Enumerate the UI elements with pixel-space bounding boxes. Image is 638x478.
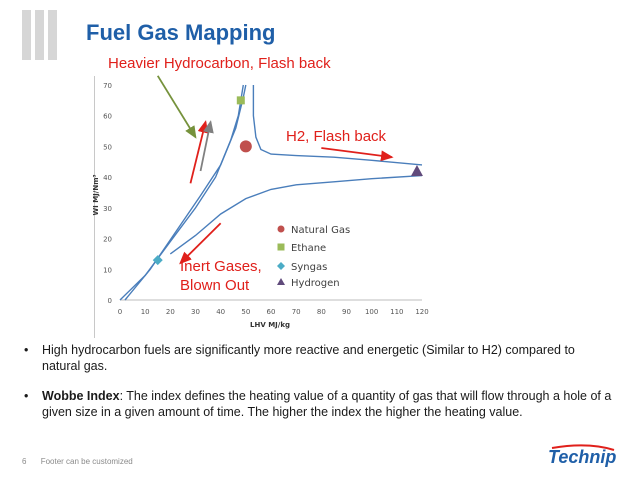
data-point [236, 96, 245, 105]
logo-wordmark: Technip [548, 447, 617, 467]
points-layer [152, 96, 423, 266]
x-tick-label: 50 [241, 308, 250, 316]
x-tick-label: 10 [141, 308, 150, 316]
annotation-blown-out: Blown Out [180, 277, 250, 294]
page-number: 6 [22, 457, 27, 466]
x-tick-label: 60 [267, 308, 276, 316]
legend-marker-ethane [277, 243, 285, 251]
legend-marker-hydrogen [277, 278, 285, 285]
x-tick-label: 20 [166, 308, 175, 316]
bullet-dot: • [24, 389, 29, 403]
x-tick-label: 30 [191, 308, 200, 316]
decorative-bar [22, 10, 31, 60]
x-axis-label: LHV MJ/kg [250, 321, 290, 329]
bullet-term: Wobbe Index [42, 389, 120, 403]
trend-arrow [321, 147, 394, 162]
legend-label-natural-gas: Natural Gas [291, 225, 350, 236]
bullet-text: : The index defines the heating value of… [42, 389, 612, 419]
y-tick-label: 40 [103, 174, 112, 182]
x-tick-label: 0 [118, 308, 122, 316]
data-point [152, 255, 163, 266]
x-tick-label: 70 [292, 308, 301, 316]
curves-layer [119, 84, 423, 301]
page-subtitle: Heavier Hydrocarbon, Flash back [108, 55, 331, 72]
trend-arrow [179, 222, 222, 265]
y-tick-label: 70 [103, 82, 112, 90]
x-tick-label: 40 [216, 308, 225, 316]
x-tick-label: 120 [415, 308, 428, 316]
y-tick-label: 0 [108, 297, 112, 305]
trend-arrow [156, 75, 197, 139]
bullet-text: High hydrocarbon fuels are significantly… [42, 343, 575, 373]
legend-marker-syngas [277, 262, 285, 270]
footer-text: Footer can be customized [40, 457, 133, 466]
technip-logo: Technip [548, 444, 618, 470]
ticks-layer: 0 10 20 30 40 50 60 70 80 90 100 110 120 0 10 20 30 40 50 6… [103, 82, 429, 316]
bullet-dot: • [24, 343, 29, 357]
data-point [410, 165, 423, 176]
x-tick-label: 110 [390, 308, 403, 316]
annotation-inert-gases: Inert Gases, [180, 258, 262, 275]
logo-swoosh-icon [551, 444, 615, 451]
trend-arrow [189, 120, 209, 184]
curve-line [169, 174, 423, 255]
y-tick-label: 50 [103, 143, 112, 151]
arrows-layer [156, 75, 394, 265]
x-tick-label: 100 [365, 308, 378, 316]
bullet-item: • High hydrocarbon fuels are significant… [22, 342, 612, 374]
bullet-item: • Wobbe Index: The index defines the hea… [22, 388, 612, 420]
curve-line [252, 85, 423, 166]
page-title: Fuel Gas Mapping [86, 20, 276, 45]
y-tick-label: 30 [103, 205, 112, 213]
footer: 6 Footer can be customized [22, 457, 133, 466]
decorative-bar [35, 10, 44, 60]
y-axis-label: WI MJ/Nm³ [92, 174, 100, 215]
bullet-list: • High hydrocarbon fuels are significant… [22, 342, 612, 434]
legend-label-ethane: Ethane [291, 243, 326, 254]
data-point [239, 140, 252, 153]
chart: 0 10 20 30 40 50 60 70 80 90 100 110 120 0 10 20 30 40 50 6… [92, 75, 429, 329]
divider-line [94, 76, 95, 338]
legend-label-syngas: Syngas [291, 262, 327, 273]
y-tick-label: 60 [103, 113, 112, 121]
legend-marker-natural-gas [277, 225, 285, 233]
trend-arrow [199, 120, 214, 172]
decorative-bar [48, 10, 57, 60]
y-tick-label: 10 [103, 266, 112, 274]
y-tick-label: 20 [103, 236, 112, 244]
annotation-h2-flashback: H2, Flash back [286, 128, 387, 145]
legend-label-hydrogen: Hydrogen [291, 278, 340, 289]
legend: Natural Gas Ethane Syngas Hydrogen [277, 225, 350, 289]
x-tick-label: 80 [317, 308, 326, 316]
x-tick-label: 90 [342, 308, 351, 316]
